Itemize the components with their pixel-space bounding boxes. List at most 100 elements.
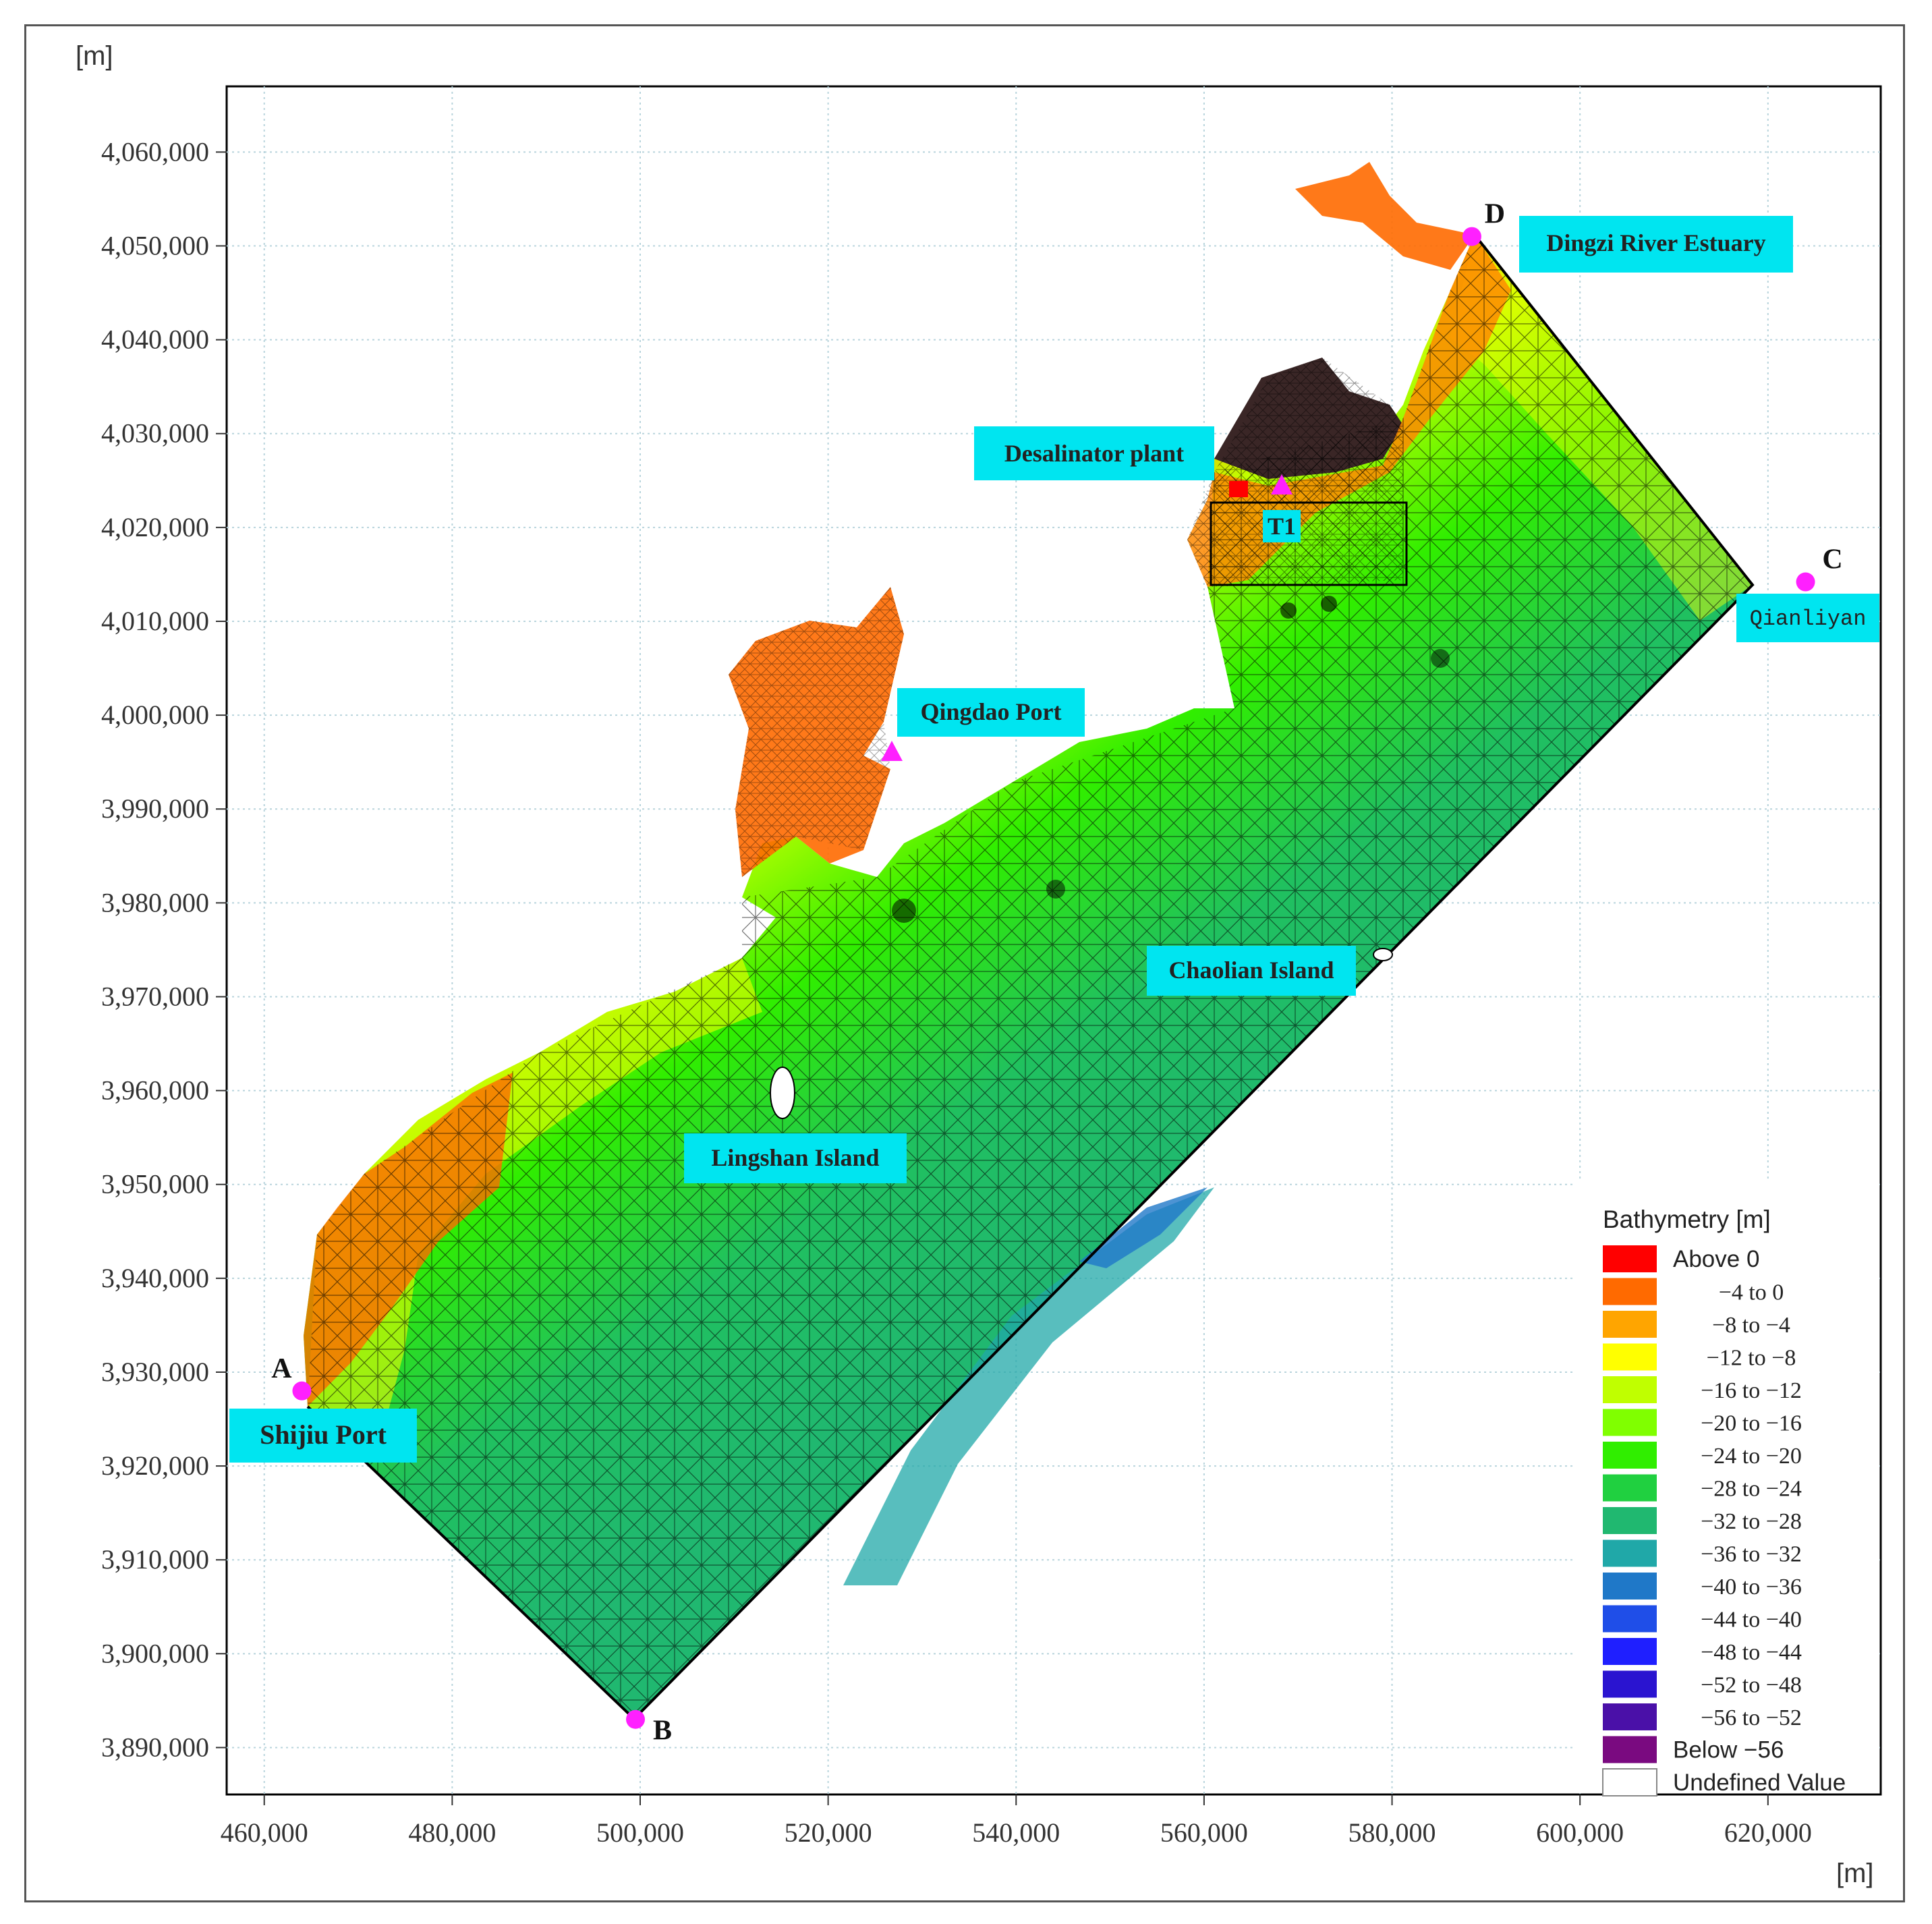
point-d-letter: D [1485,199,1505,230]
legend-label: −24 to −20 [1701,1444,1802,1469]
legend-label: −40 to −36 [1701,1575,1802,1600]
point-b-marker [626,1709,646,1729]
x-tick-label: 460,000 [221,1817,308,1848]
legend-label: −48 to −44 [1701,1640,1802,1665]
refinement-box [1210,501,1408,586]
x-tick-label: 520,000 [785,1817,872,1848]
y-tick-label: 3,950,000 [101,1169,209,1199]
legend-label: −12 to −8 [1707,1346,1796,1371]
mesh-fine-north [1187,358,1403,587]
x-tick-label: 620,000 [1724,1817,1812,1848]
legend: Bathymetry [m] Above 0 −4 to 0 −8 to −4 −12… [1576,1182,1879,1796]
y-tick-label: 3,980,000 [101,887,209,917]
y-tick-label: 3,910,000 [101,1544,209,1575]
legend-swatch [1603,1539,1657,1567]
mesh-node-cluster [1431,649,1450,668]
legend-label: −4 to 0 [1719,1280,1784,1305]
y-tick-label: 3,900,000 [101,1638,209,1668]
mesh-node-cluster [1046,880,1065,899]
desalinator-plant-marker [1229,481,1248,497]
legend-label: −28 to −24 [1701,1477,1802,1502]
boundary-points: A B C D [271,199,1842,1747]
legend-title: Bathymetry [m] [1603,1206,1771,1233]
chaolian-island [1373,948,1393,961]
y-tick-label: 3,960,000 [101,1075,209,1106]
y-tick-label: 3,890,000 [101,1732,209,1762]
callout-qingdao: Qingdao Port [897,688,1085,737]
y-tick-label: 3,970,000 [101,981,209,1011]
callout-chaolian: Chaolian Island [1147,946,1356,996]
legend-label: −44 to −40 [1701,1608,1802,1633]
x-tick-label: 560,000 [1160,1817,1248,1848]
deep-channel [843,1187,1214,1585]
point-c-marker [1796,572,1815,592]
dingzi-label: Dingzi River Estuary [1546,229,1765,256]
mesh-overlay [308,235,1753,1719]
desalinator-label: Desalinator plant [1004,440,1184,467]
callout-shijiu: Shijiu Port [229,1409,417,1463]
y-tick-label: 3,930,000 [101,1357,209,1387]
callout-lingshan: Lingshan Island [684,1133,907,1183]
t1-marker [1271,474,1292,494]
legend-swatch [1603,1736,1657,1763]
y-tick-label: 4,040,000 [101,324,209,355]
estuary-arm [1295,162,1475,270]
legend-label: Below −56 [1673,1737,1784,1763]
legend-label: −8 to −4 [1712,1313,1790,1338]
legend-label: −36 to −32 [1701,1542,1802,1567]
point-c-letter: C [1822,544,1842,575]
legend-swatch [1603,1573,1657,1600]
legend-label: Above 0 [1673,1246,1759,1272]
x-tick-label: 600,000 [1536,1817,1624,1848]
mesh-node-cluster [1321,596,1337,612]
legend-label: −32 to −28 [1701,1509,1802,1534]
legend-swatch [1603,1311,1657,1338]
legend-swatch [1603,1442,1657,1469]
y-tick-label: 4,020,000 [101,512,209,542]
legend-label: −16 to −12 [1701,1378,1802,1403]
y-tick-label: 4,000,000 [101,700,209,730]
legend-swatch [1603,1343,1657,1371]
y-axis-unit: [m] [76,41,113,71]
qianliyan-label: Qianliyan [1750,606,1867,631]
mesh-node-cluster [1280,602,1297,619]
x-tick-label: 580,000 [1348,1817,1436,1848]
point-a-marker [292,1381,312,1400]
callout-dingzi: Dingzi River Estuary [1519,216,1793,273]
x-tick-label: 540,000 [972,1817,1060,1848]
t1-label: T1 [1268,513,1296,540]
y-tick-label: 4,010,000 [101,606,209,636]
legend-swatch [1603,1507,1657,1534]
legend-label: Undefined Value [1673,1770,1846,1796]
point-b-letter: B [653,1716,672,1747]
y-tick-label: 3,920,000 [101,1450,209,1481]
legend-swatch [1602,1768,1657,1796]
qingdao-label: Qingdao Port [920,698,1061,725]
callout-desalinator: Desalinator plant [974,426,1214,480]
legend-swatch [1603,1278,1657,1305]
legend-swatch [1603,1638,1657,1665]
legend-label: −52 to −48 [1701,1673,1802,1698]
point-d-marker [1462,227,1481,246]
x-axis-unit: [m] [1836,1859,1874,1888]
shijiu-label: Shijiu Port [260,1419,387,1450]
mesh-fine-qingdao [729,587,904,877]
callout-qianliyan: Qianliyan [1736,594,1879,642]
legend-swatch [1603,1670,1657,1698]
lingshan-label: Lingshan Island [711,1144,879,1171]
mesh-node-cluster [892,899,916,923]
legend-swatch [1603,1605,1657,1633]
y-tick-label: 4,050,000 [101,231,209,261]
x-tick-label: 480,000 [408,1817,496,1848]
y-tick-label: 4,060,000 [101,136,209,167]
point-a-letter: A [271,1353,292,1384]
legend-swatch [1603,1376,1657,1403]
y-tick-label: 3,990,000 [101,793,209,824]
qingdao-port-marker [881,741,903,761]
y-axis: 4,060,000 4,050,000 4,040,000 4,030,000 4,02… [101,136,227,1762]
legend-swatch [1603,1703,1657,1730]
chaolian-label: Chaolian Island [1168,957,1334,984]
y-tick-label: 3,940,000 [101,1263,209,1293]
legend-swatch [1603,1245,1657,1272]
